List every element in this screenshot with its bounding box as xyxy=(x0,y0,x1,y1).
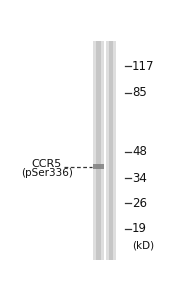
Text: (pSer336): (pSer336) xyxy=(21,168,73,178)
Text: 85: 85 xyxy=(132,86,147,99)
Text: 117: 117 xyxy=(132,59,154,73)
Text: 26: 26 xyxy=(132,197,147,210)
Bar xyxy=(93,164,104,169)
Bar xyxy=(106,40,116,260)
Bar xyxy=(109,40,113,260)
Text: 48: 48 xyxy=(132,145,147,158)
Bar xyxy=(96,40,101,260)
Text: 19: 19 xyxy=(132,222,147,236)
Text: (kD): (kD) xyxy=(132,240,154,250)
Text: CCR5: CCR5 xyxy=(32,159,62,169)
Text: 34: 34 xyxy=(132,172,147,184)
Bar xyxy=(93,40,104,260)
